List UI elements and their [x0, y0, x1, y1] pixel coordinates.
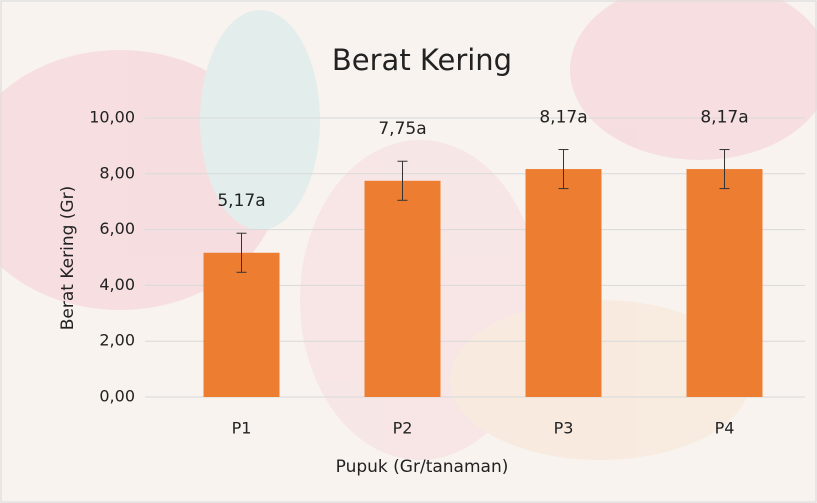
chart: Berat Kering Pupuk (Gr/tanaman) Berat Ke… [0, 0, 817, 503]
bar [526, 169, 602, 397]
y-axis-label: Berat Kering (Gr) [58, 186, 78, 330]
bar [687, 169, 763, 397]
value-label: 7,75a [378, 119, 426, 139]
y-tick-label: 0,00 [99, 387, 135, 406]
bar [204, 253, 280, 397]
bar [365, 181, 441, 397]
x-tick-label: P4 [715, 419, 735, 438]
y-tick-label: 4,00 [99, 275, 135, 294]
y-tick-label: 2,00 [99, 331, 135, 350]
x-tick-label: P2 [393, 419, 413, 438]
x-axis-label: Pupuk (Gr/tanaman) [336, 457, 509, 477]
x-tick-label: P3 [554, 419, 574, 438]
value-label: 8,17a [539, 108, 587, 128]
chart-title: Berat Kering [332, 43, 512, 77]
value-label: 5,17a [217, 191, 265, 211]
value-label: 8,17a [700, 108, 748, 128]
y-tick-label: 6,00 [99, 219, 135, 238]
x-tick-label: P1 [232, 419, 252, 438]
y-tick-label: 8,00 [99, 163, 135, 182]
y-tick-label: 10,00 [89, 108, 135, 127]
